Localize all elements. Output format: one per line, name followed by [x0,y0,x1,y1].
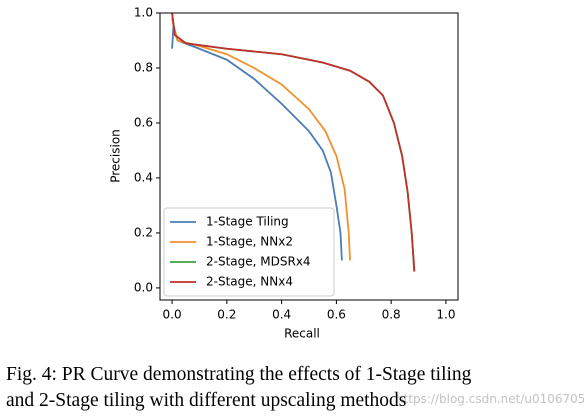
legend-label: 1-Stage Tiling [206,215,289,229]
x-tick-label: 0.8 [382,308,401,322]
caption-line: Fig. 4: PR Curve demonstrating the effec… [6,364,472,385]
watermark: https://blog.csdn.net/u010670529 [396,392,585,406]
legend-label: 1-Stage, NNx2 [206,235,293,249]
series-line [171,13,416,272]
legend-box [163,207,335,297]
x-tick-label: 0.2 [217,308,236,322]
chart: Recall Precision 0.0 0.2 0.4 0.6 0.8 1.0 0.0 0.… [109,6,459,341]
caption-line: and 2-Stage tiling with different upscal… [6,390,407,411]
x-tick-label: 0.4 [272,308,291,322]
y-tick-label: 0.8 [134,60,153,74]
y-tick-label: 1.0 [134,6,153,20]
x-tick-label: 0.6 [327,308,346,322]
y-axis-label: Precision [109,129,123,183]
x-tick-label: 1.0 [436,308,455,322]
x-axis-label: Recall [284,327,320,341]
y-tick-label: 0.2 [134,225,153,239]
plot-frame [159,12,459,301]
legend-label: 2-Stage, MDSRx4 [206,255,311,269]
y-tick-label: 0.0 [134,280,153,294]
y-tick-label: 0.4 [134,170,153,184]
x-tick-label: 0.0 [163,308,182,322]
y-tick-label: 0.6 [134,115,153,129]
legend-label: 2-Stage, NNx4 [206,275,293,289]
